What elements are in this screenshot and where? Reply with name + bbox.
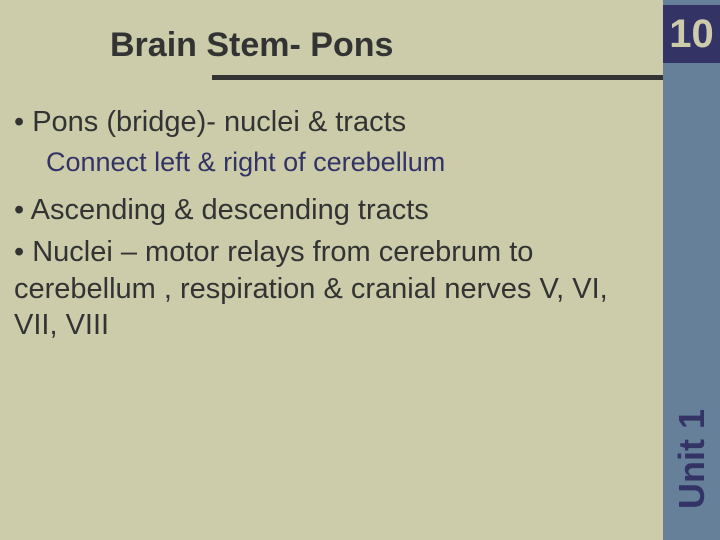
sidebar: 10 Unit 1 — [663, 0, 720, 540]
bullet-2: • Ascending & descending tracts — [14, 192, 654, 228]
sub-bullet-1: Connect left & right of cerebellum — [46, 146, 654, 180]
slide: Brain Stem- Pons • Pons (bridge)- nuclei… — [0, 0, 720, 540]
main-area: Brain Stem- Pons • Pons (bridge)- nuclei… — [0, 0, 663, 540]
page-number: 10 — [663, 5, 720, 63]
title-divider — [212, 75, 720, 80]
bullet-1: • Pons (bridge)- nuclei & tracts — [14, 104, 654, 140]
unit-label: Unit 1 — [671, 409, 713, 509]
bullet-3: • Nuclei – motor relays from cerebrum to… — [14, 234, 654, 343]
content-area: • Pons (bridge)- nuclei & tracts Connect… — [14, 104, 654, 349]
slide-title: Brain Stem- Pons — [110, 26, 393, 65]
